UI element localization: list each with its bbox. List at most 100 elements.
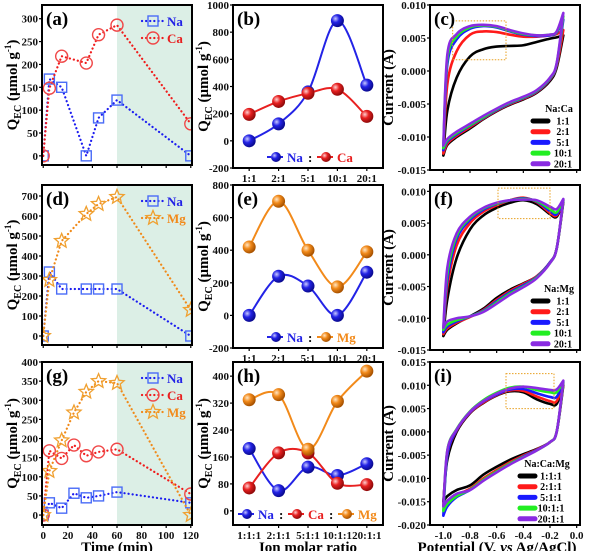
y-tick-label: 50 <box>27 491 39 503</box>
panel-label: (g) <box>46 366 68 387</box>
plot-area <box>242 194 374 322</box>
y-tick-label: 0.000 <box>401 250 426 262</box>
y-tick-label: 0.005 <box>401 404 426 416</box>
panel-c: -0.015 -0.010 -0.005 0.000 0.005 0.010 Current… <box>381 0 581 177</box>
y-tick-label: 150 <box>22 82 39 94</box>
shaded-region <box>117 185 192 345</box>
data-point-Na <box>111 486 123 498</box>
data-point-Na <box>272 269 286 283</box>
data-point-Ca <box>242 481 256 495</box>
legend-separator: : <box>329 507 333 522</box>
x-tick-label: 5:1 <box>301 173 316 185</box>
legend-label: 2:1 <box>556 127 569 138</box>
y-tick-label: 80 <box>218 479 230 491</box>
legend-label-Na: Na <box>287 150 303 165</box>
data-point-Ca <box>79 449 93 463</box>
data-point-Na <box>360 78 374 92</box>
y-axis-label-end: ) <box>5 40 21 45</box>
y-tick-label: 50 <box>27 128 39 140</box>
legend-label: 20:1:1 <box>538 514 565 525</box>
series-line-Na <box>42 490 192 517</box>
data-point-Mg <box>360 364 374 378</box>
y-tick-label: 400 <box>22 251 39 263</box>
panel-label: (a) <box>46 9 68 30</box>
legend-marker-Mg <box>321 332 331 342</box>
y-tick-label: -0.005 <box>398 99 427 111</box>
y-tick-label: 0.010 <box>401 380 426 392</box>
y-axis-label-sub: EC <box>204 463 215 477</box>
panel-label: (h) <box>237 366 260 387</box>
legend-marker-Na <box>147 15 159 27</box>
data-point-Na <box>55 283 68 295</box>
legend-marker-Na <box>242 509 252 519</box>
legend-marker-Mg <box>144 402 162 420</box>
data-point-Na <box>92 112 105 124</box>
y-axis-label-sub: EC <box>13 463 24 477</box>
data-point-Mg <box>42 270 59 288</box>
data-point-Ca <box>184 117 192 131</box>
y-axis-label-end: ) <box>5 220 21 225</box>
data-point-Mg <box>42 505 52 523</box>
legend-label-Mg: Mg <box>358 507 377 522</box>
y-tick-label: 400 <box>213 82 230 94</box>
data-point-Ca <box>42 81 57 95</box>
legend-title: Na:Mg <box>544 284 574 295</box>
panel-label: (f) <box>434 189 453 210</box>
data-point-Na <box>330 14 344 28</box>
data-point-Mg <box>52 431 71 448</box>
y-tick-label: 300 <box>22 271 39 283</box>
y-axis-label-unit: (μmol g <box>5 232 21 285</box>
plot-frame <box>232 184 384 349</box>
y-tick-label: 300 <box>22 395 39 407</box>
data-point-Na <box>111 283 123 295</box>
y-tick-label: 200 <box>22 291 39 303</box>
y-tick-label: 100 <box>22 311 39 323</box>
data-point-Na <box>111 94 123 106</box>
panel-f: -0.015 -0.010 -0.005 0.000 0.005 0.010 Current… <box>381 184 581 357</box>
plot-area <box>442 373 565 517</box>
legend-label: 1:1 <box>556 297 569 308</box>
legend-marker-Na <box>147 372 159 384</box>
plot-frame <box>41 184 193 346</box>
x-tick-label: 80 <box>136 530 148 542</box>
data-point-Ca <box>91 28 106 42</box>
legend-label: 2:1:1 <box>540 482 562 493</box>
x-tick-label: 100 <box>158 530 175 542</box>
x-tick-label: -0.4 <box>515 530 533 542</box>
cv-curve-20:1:1 <box>442 379 565 508</box>
legend-marker-Ca <box>321 152 331 162</box>
data-point-Na <box>43 73 56 85</box>
y-axis-label-sup: -1 <box>3 403 13 411</box>
data-point-Na <box>301 460 315 474</box>
x-tick-label: 1:1 <box>242 173 257 185</box>
y-tick-label: -0.015 <box>398 345 427 357</box>
legend-label-Mg: Mg <box>167 211 186 226</box>
y-tick-label: 400 <box>213 371 230 383</box>
y-tick-label: 100 <box>22 105 39 117</box>
highlight-box <box>497 187 551 220</box>
y-tick-label: 0.000 <box>401 66 426 78</box>
data-point-Na <box>55 502 68 514</box>
y-tick-label: 200 <box>213 278 230 290</box>
data-point-Mg <box>242 240 256 254</box>
y-tick-label: -0.010 <box>398 473 427 485</box>
y-tick-label: 300 <box>22 14 39 26</box>
legend-separator: : <box>308 150 312 165</box>
data-point-Na <box>360 265 374 279</box>
panel-h: 0 80 160 240 320 400 1:1:1 2:1:1 5:1:1 10:1:1 20:1… <box>194 361 384 551</box>
panel-g: 0 50 100 150 200 250 300 350 400 0 20 40 60 80 100 120 Q… <box>3 357 200 551</box>
y-axis-label-q: Q <box>196 300 212 312</box>
data-point-Na <box>92 490 105 502</box>
x-axis-label: Potential (V, vs Ag/AgCl) <box>418 540 577 551</box>
panel-i: -0.020 -0.015 -0.010 -0.005 0.000 0.005 0.010 0… <box>381 357 584 551</box>
y-axis-label-unit: (μmol g <box>5 410 21 463</box>
legend-label: 10:1 <box>554 329 572 340</box>
plot-frame <box>232 361 384 526</box>
series-line-Ca <box>42 23 192 157</box>
y-tick-label: 0.010 <box>401 186 426 198</box>
data-point-Na <box>242 442 256 456</box>
data-point-Ca <box>272 446 286 460</box>
y-tick-label: 250 <box>22 414 39 426</box>
y-axis-label: QEC (μmol g-1) <box>3 40 24 131</box>
data-point-Na <box>272 484 286 498</box>
